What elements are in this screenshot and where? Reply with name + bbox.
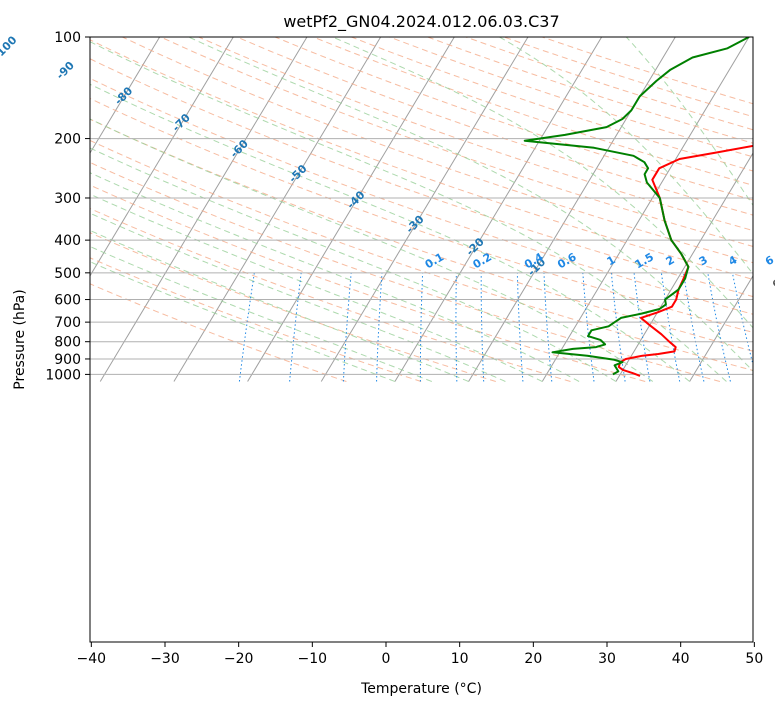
mixing-ratio-label: 6 <box>763 253 775 268</box>
dry-adiabat <box>90 232 496 382</box>
mixing-ratio-line <box>683 272 705 382</box>
dry-adiabat <box>160 37 753 247</box>
mixing-ratio-label: 3 <box>697 253 710 268</box>
isotherm-line <box>615 152 753 382</box>
y-tick-label: 900 <box>54 352 81 368</box>
mixing-ratio-line <box>455 272 458 382</box>
dewpoint-line <box>523 37 750 376</box>
chart-title: wetPf2_GN04.2024.012.06.03.C37 <box>283 12 559 32</box>
mixing-ratio-line <box>543 272 553 382</box>
isotherm-label: -100 <box>0 33 20 62</box>
y-tick-label: 200 <box>54 132 81 148</box>
isotherm-line <box>541 37 750 382</box>
dry-adiabat <box>90 39 753 280</box>
isotherm-label: -40 <box>344 188 367 211</box>
dry-adiabat <box>90 58 753 298</box>
x-tick-label: 30 <box>598 651 616 667</box>
moist-adiabat <box>90 172 580 382</box>
x-tick-label: 50 <box>745 651 763 667</box>
profile-series <box>523 37 753 377</box>
isotherm-line <box>173 37 382 382</box>
isotherm-line <box>90 37 234 277</box>
x-axis-ticks: −40 −30 −20 −10 0 10 20 30 40 50 <box>77 642 763 667</box>
moist-adiabat <box>188 37 753 372</box>
isotherm-label: -50 <box>286 162 309 185</box>
moist-adiabat <box>90 41 727 382</box>
x-tick-label: 20 <box>524 651 542 667</box>
line-labels: -100-90-80-70-60-50-40-30-20-100.1 0.2 0.4… <box>0 33 775 291</box>
moist-adiabat <box>332 37 753 329</box>
plot-frame <box>89 36 754 643</box>
mixing-ratio-line <box>633 272 651 382</box>
y-tick-label: 400 <box>54 233 81 249</box>
mixing-ratio-line <box>752 272 753 276</box>
mixing-ratio-line <box>480 272 485 382</box>
moist-adiabat <box>90 147 617 382</box>
x-tick-label: 10 <box>451 651 469 667</box>
dry-adiabat <box>503 37 753 118</box>
y-tick-label: 800 <box>54 335 81 351</box>
isotherm-line <box>0 37 12 382</box>
dry-adiabat <box>90 139 753 371</box>
mixing-ratio-line <box>516 272 524 382</box>
y-tick-label: 100 <box>54 30 81 46</box>
moist-adiabat <box>90 193 543 382</box>
pressure-gridlines <box>90 37 753 375</box>
mixing-ratio-label: 2 <box>664 253 677 268</box>
mixing-ratio-line <box>707 272 731 382</box>
moist-adiabat <box>90 83 690 382</box>
dry-adiabat <box>236 37 753 216</box>
y-axis-label: Pressure (hPa) <box>12 289 28 389</box>
isotherm-line <box>763 37 775 382</box>
mixing-ratio-line <box>660 272 681 382</box>
isotherm-line <box>394 37 603 382</box>
mixing-ratio-line <box>419 272 424 382</box>
isotherm-label: -70 <box>170 111 193 134</box>
dry-adiabat <box>90 184 646 382</box>
dry-adiabat <box>90 257 422 382</box>
isotherm-line <box>320 37 529 382</box>
moist-adiabat-label: 0 <box>770 276 775 291</box>
isotherm-line <box>99 37 308 382</box>
dry-adiabat <box>198 37 753 232</box>
mixing-ratio-line <box>342 272 352 382</box>
mixing-ratio-line <box>289 272 302 382</box>
background-lines <box>0 37 775 382</box>
mixing-ratio-line <box>376 272 383 382</box>
x-axis-label: Temperature (°C) <box>360 681 482 697</box>
x-tick-label: 0 <box>382 651 391 667</box>
moist-adiabat <box>499 37 753 275</box>
moist-adiabat <box>90 229 469 382</box>
mixing-ratio-label: 0.6 <box>555 250 579 271</box>
mixing-ratio-line <box>238 272 255 382</box>
moist-adiabat <box>90 212 506 382</box>
mixing-ratio-label: 4 <box>726 253 739 268</box>
dry-adiabat <box>427 37 753 144</box>
dry-adiabat <box>90 118 753 352</box>
x-tick-label: −20 <box>224 651 254 667</box>
isotherm-label: -90 <box>54 59 77 82</box>
dry-adiabat <box>465 37 753 131</box>
y-tick-label: 500 <box>54 266 81 282</box>
x-tick-label: 40 <box>672 651 690 667</box>
moist-adiabat <box>90 118 654 382</box>
x-tick-label: −30 <box>150 651 180 667</box>
y-tick-label: 700 <box>54 315 81 331</box>
y-tick-label: 300 <box>54 191 81 207</box>
x-tick-label: −40 <box>77 651 107 667</box>
mixing-ratio-line <box>610 272 626 382</box>
y-tick-label: 600 <box>54 293 81 309</box>
mixing-ratio-label: 0.1 <box>423 250 446 271</box>
dry-adiabat <box>90 283 347 382</box>
mixing-ratio-label: 1 <box>605 253 618 268</box>
temperature-line <box>617 144 753 377</box>
dry-adiabat <box>90 207 571 382</box>
dry-adiabat <box>90 97 753 333</box>
dry-adiabat <box>90 161 721 382</box>
isotherm-line <box>689 274 753 382</box>
x-tick-label: −10 <box>298 651 328 667</box>
y-tick-label: 1000 <box>45 367 81 383</box>
